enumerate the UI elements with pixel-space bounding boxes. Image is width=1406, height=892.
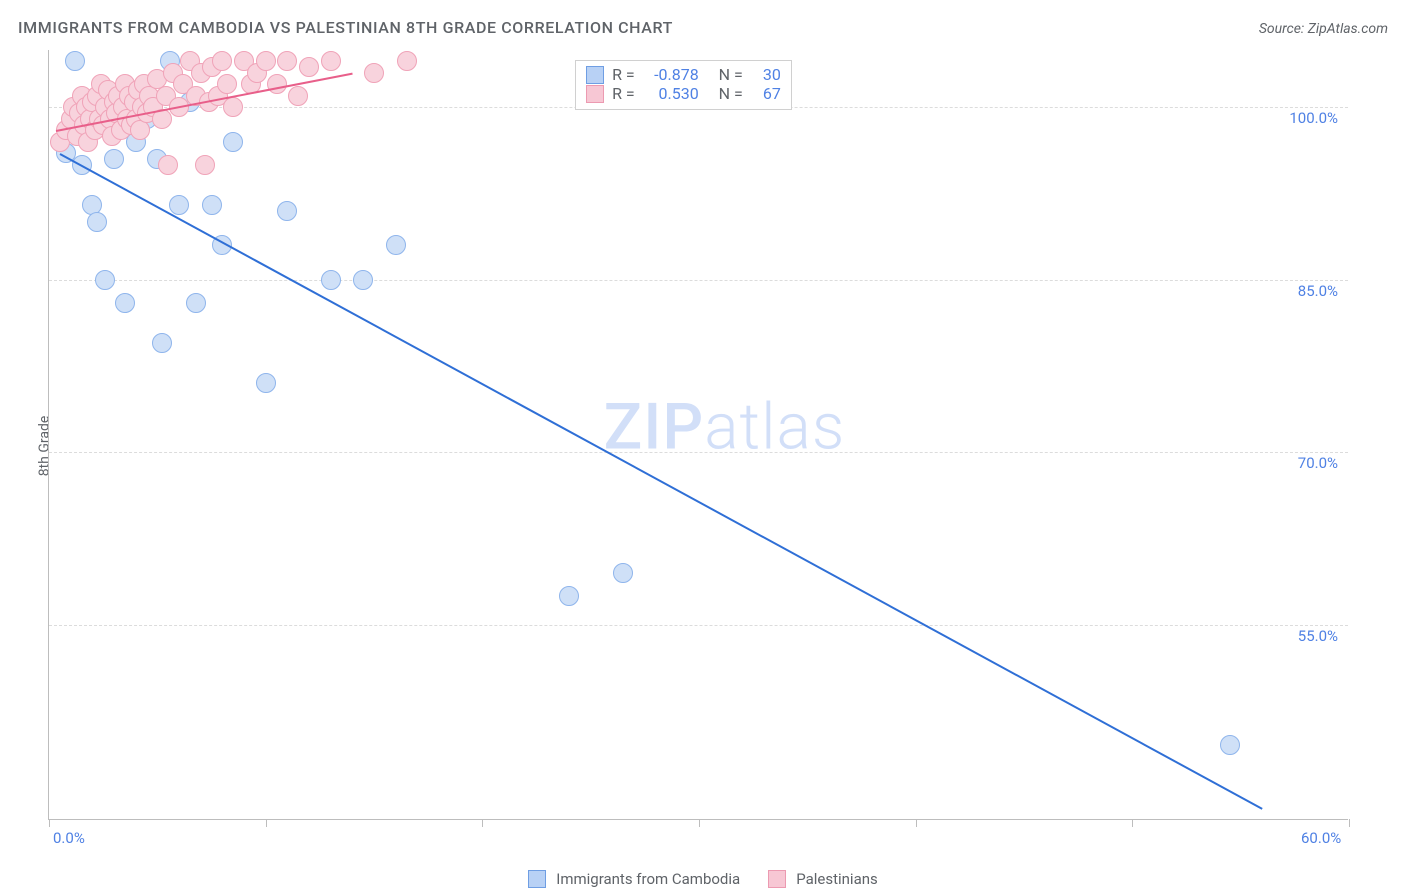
data-point <box>256 51 276 71</box>
data-point <box>65 51 85 71</box>
data-point <box>353 270 373 290</box>
data-point <box>169 195 189 215</box>
trend-line <box>59 154 1262 811</box>
x-tick <box>1132 819 1133 827</box>
stat-label-r: R = <box>612 65 635 84</box>
y-tick-label: 70.0% <box>1298 454 1338 472</box>
data-point <box>212 51 232 71</box>
legend-swatch <box>528 870 546 888</box>
y-tick-label: 85.0% <box>1298 282 1338 300</box>
data-point <box>559 586 579 606</box>
bottom-legend: Immigrants from Cambodia Palestinians <box>0 870 1406 888</box>
data-point <box>299 57 319 77</box>
data-point <box>217 74 237 94</box>
data-point <box>195 155 215 175</box>
x-tick <box>916 819 917 827</box>
data-point <box>386 235 406 255</box>
data-point <box>104 149 124 169</box>
data-point <box>1220 735 1240 755</box>
data-point <box>277 51 297 71</box>
data-point <box>202 195 222 215</box>
data-point <box>95 270 115 290</box>
stat-label-n: N = <box>719 84 743 103</box>
x-tick <box>699 819 700 827</box>
legend-label: Immigrants from Cambodia <box>556 870 740 888</box>
legend-swatch <box>586 85 604 103</box>
legend-swatch <box>586 66 604 84</box>
x-tick-label: 0.0% <box>53 829 85 847</box>
x-tick <box>1349 819 1350 827</box>
data-point <box>130 120 150 140</box>
title-bar: IMMIGRANTS FROM CAMBODIA VS PALESTINIAN … <box>18 18 1388 37</box>
stats-legend-row: R = -0.878 N = 30 <box>586 65 781 84</box>
gridline-h <box>49 280 1348 281</box>
data-point <box>267 74 287 94</box>
stat-value-r: 0.530 <box>641 84 699 103</box>
chart-title: IMMIGRANTS FROM CAMBODIA VS PALESTINIAN … <box>18 18 673 37</box>
data-point <box>321 51 341 71</box>
gridline-h <box>49 452 1348 453</box>
data-point <box>186 293 206 313</box>
data-point <box>152 333 172 353</box>
y-tick-label: 100.0% <box>1289 109 1338 127</box>
plot-area: 55.0%70.0%85.0%100.0%0.0%60.0%ZIPatlasR … <box>48 50 1348 820</box>
stat-label-r: R = <box>612 84 635 103</box>
data-point <box>288 86 308 106</box>
stats-legend-row: R = 0.530 N = 67 <box>586 84 781 103</box>
data-point <box>87 212 107 232</box>
x-tick <box>482 819 483 827</box>
data-point <box>158 155 178 175</box>
bottom-legend-item: Palestinians <box>768 870 878 888</box>
x-tick <box>49 819 50 827</box>
data-point <box>613 563 633 583</box>
stat-label-n: N = <box>719 65 743 84</box>
data-point <box>364 63 384 83</box>
data-point <box>115 293 135 313</box>
legend-label: Palestinians <box>796 870 878 888</box>
legend-swatch <box>768 870 786 888</box>
data-point <box>277 201 297 221</box>
stat-value-n: 67 <box>749 84 781 103</box>
stat-value-n: 30 <box>749 65 781 84</box>
y-tick-label: 55.0% <box>1298 627 1338 645</box>
data-point <box>223 97 243 117</box>
stat-value-r: -0.878 <box>641 65 699 84</box>
x-tick-label: 60.0% <box>1301 829 1341 847</box>
x-tick <box>266 819 267 827</box>
data-point <box>223 132 243 152</box>
data-point <box>397 51 417 71</box>
bottom-legend-item: Immigrants from Cambodia <box>528 870 740 888</box>
gridline-h <box>49 625 1348 626</box>
source-label: Source: ZipAtlas.com <box>1259 21 1388 37</box>
data-point <box>256 373 276 393</box>
data-point <box>321 270 341 290</box>
stats-legend: R = -0.878 N = 30 R = 0.530 N = 67 <box>575 60 792 110</box>
